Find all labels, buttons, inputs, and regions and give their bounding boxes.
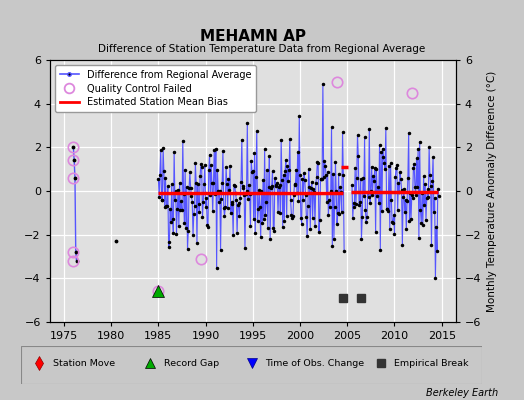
Text: Record Gap: Record Gap [164, 358, 219, 368]
Text: Empirical Break: Empirical Break [395, 358, 469, 368]
Y-axis label: Monthly Temperature Anomaly Difference (°C): Monthly Temperature Anomaly Difference (… [487, 70, 497, 312]
Text: Time of Obs. Change: Time of Obs. Change [265, 358, 365, 368]
Text: Difference of Station Temperature Data from Regional Average: Difference of Station Temperature Data f… [99, 44, 425, 54]
Text: Berkeley Earth: Berkeley Earth [425, 388, 498, 398]
Text: Station Move: Station Move [53, 358, 115, 368]
Legend: Difference from Regional Average, Quality Control Failed, Estimated Station Mean: Difference from Regional Average, Qualit… [54, 65, 256, 112]
Title: MEHAMN AP: MEHAMN AP [200, 28, 306, 44]
